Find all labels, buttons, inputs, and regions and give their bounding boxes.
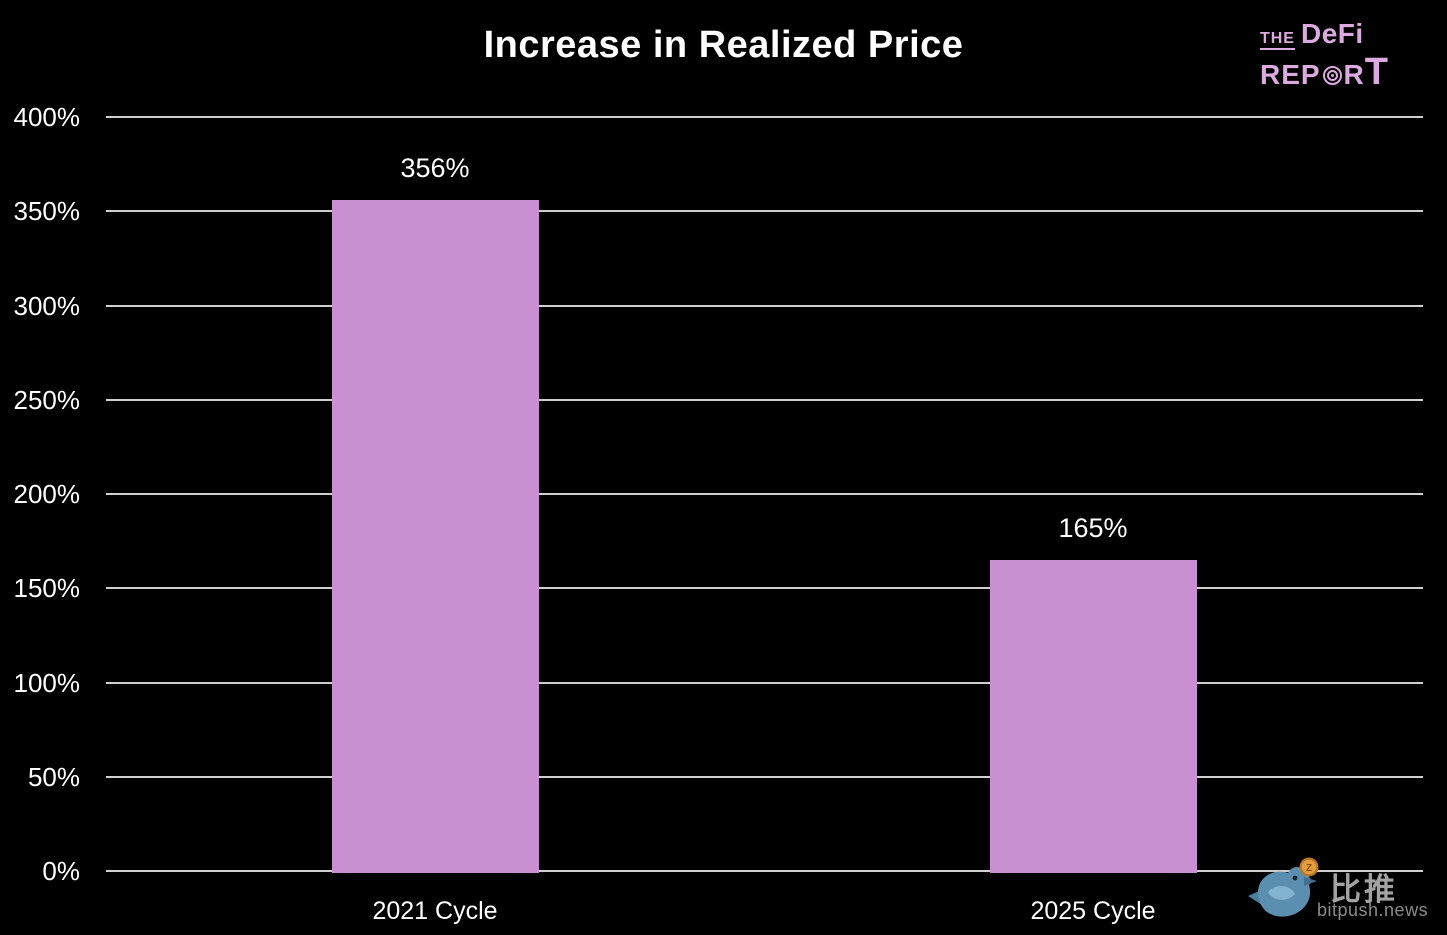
y-tick-label-250: 250% [13, 384, 81, 415]
logo-defi-text: DeFi [1300, 18, 1364, 49]
logo-t-text: T [1364, 51, 1389, 93]
chart-title: Increase in Realized Price [483, 24, 964, 66]
gridline-250 [106, 398, 1423, 401]
svg-text:Z: Z [1306, 863, 1312, 874]
bar-value-label-2021-cycle: 356% [400, 152, 470, 183]
watermark-chinese-text: 比推 [1330, 872, 1398, 907]
gridline-350 [106, 210, 1423, 213]
y-tick-label-200: 200% [13, 479, 81, 509]
gridline-300 [106, 304, 1423, 307]
logo-r-text: R [1343, 59, 1365, 90]
y-tick-label-300: 300% [13, 290, 81, 321]
logo-the-text: THE [1259, 31, 1295, 50]
gridline-50 [106, 775, 1423, 778]
gridline-0 [106, 870, 1423, 872]
logo-line-1: THE DeFi [1259, 18, 1389, 50]
y-tick-label-50: 50% [27, 761, 80, 792]
gridline-100 [106, 681, 1423, 684]
bar-2025-cycle [989, 559, 1197, 873]
bar-2021-cycle [331, 199, 539, 873]
defi-report-logo: THE DeFi REP R T [1259, 18, 1389, 91]
y-tick-label-100: 100% [13, 667, 81, 698]
x-category-label-2025-cycle: 2025 Cycle [1030, 897, 1156, 925]
bitpush-watermark: Z 比推 bitpush.news [1246, 854, 1446, 934]
logo-rep-text: REP [1259, 59, 1321, 90]
x-category-label-2021-cycle: 2021 Cycle [372, 897, 498, 925]
twitter-bird-icon: Z [1248, 857, 1319, 917]
y-tick-label-150: 150% [13, 573, 81, 604]
gridline-150 [106, 587, 1423, 590]
y-tick-label-400: 400% [13, 102, 81, 132]
y-tick-label-0: 0% [42, 856, 80, 886]
y-tick-label-350: 350% [13, 196, 81, 227]
bullseye-icon [1322, 66, 1342, 85]
gridline-400 [106, 116, 1423, 118]
gridline-200 [106, 493, 1423, 495]
bar-value-label-2025-cycle: 165% [1058, 512, 1128, 543]
logo-line-2: REP R T [1260, 53, 1389, 91]
watermark-url-text: bitpush.news [1317, 900, 1429, 920]
